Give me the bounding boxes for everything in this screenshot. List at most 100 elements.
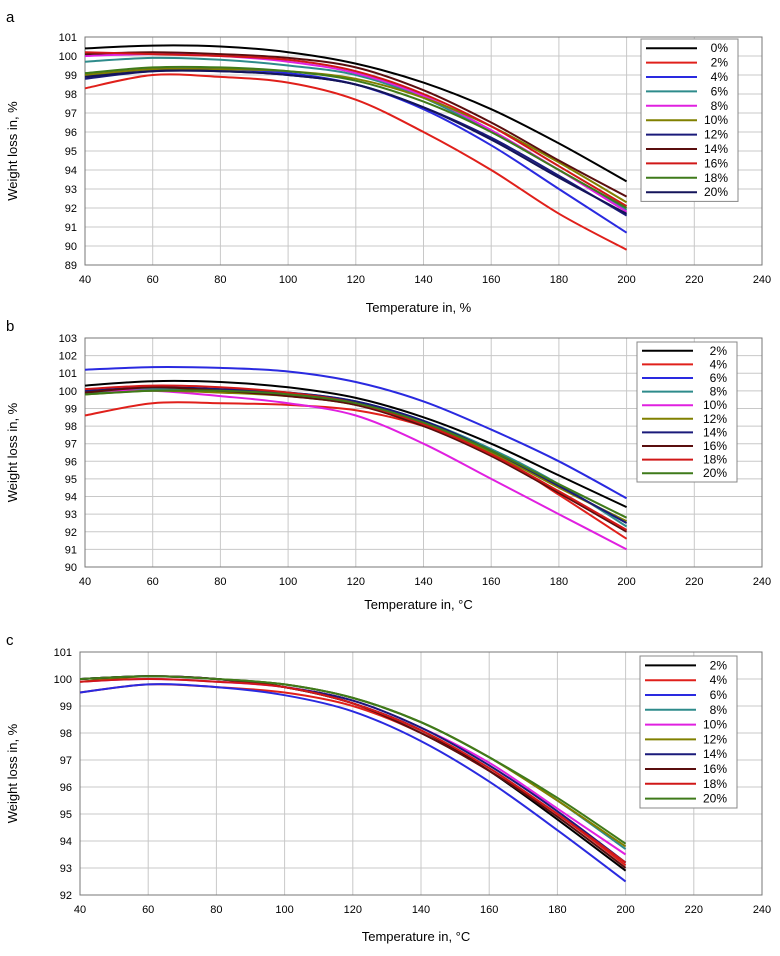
chart-panel-c: c 40 60 80 100 120 140 160 180 200 220 240 92 93 94 95 9… <box>5 632 771 944</box>
series-line-0pct <box>84 44 628 183</box>
y-tick-label: 90 <box>65 562 77 574</box>
x-tick-label: 80 <box>210 904 222 916</box>
y-tick-label: 94 <box>65 492 77 504</box>
legend-label: 14% <box>703 425 727 439</box>
x-tick-label: 140 <box>414 576 432 588</box>
y-tick-label: 99 <box>60 701 72 713</box>
legend-label: 6% <box>711 84 729 98</box>
y-tick-label: 96 <box>65 127 77 139</box>
x-tick-label: 140 <box>412 904 430 916</box>
series-line-18pct <box>84 65 628 209</box>
y-tick-label: 96 <box>60 782 72 794</box>
x-tick-label: 220 <box>685 576 703 588</box>
legend: 0%2%4%6%8%10%12%14%16%18%20% <box>640 38 739 202</box>
y-tick-label: 102 <box>59 351 77 363</box>
x-tick-label: 60 <box>147 274 159 286</box>
y-tick-label: 98 <box>60 728 72 740</box>
legend-label: 4% <box>710 357 728 371</box>
x-tick-label: 100 <box>275 904 293 916</box>
x-tick-label: 240 <box>753 576 771 588</box>
y-tick-label: 98 <box>65 89 77 101</box>
series-line-20pct <box>79 675 627 845</box>
legend-label: 14% <box>704 142 728 156</box>
x-tick-label: 120 <box>347 576 365 588</box>
legend-label: 18% <box>704 171 728 185</box>
y-tick-label: 97 <box>65 439 77 451</box>
y-tick-label: 90 <box>65 241 77 253</box>
chart-panel-a: a 40 60 80 100 120 140 160 180 200 220 240 89 90 91 92 9… <box>5 9 771 315</box>
x-tick-label: 180 <box>550 274 568 286</box>
y-tick-label: 91 <box>65 222 77 234</box>
x-tick-label: 120 <box>344 904 362 916</box>
y-tick-label: 92 <box>65 527 77 539</box>
y-axis-label: Weight loss in, % <box>5 101 20 201</box>
x-tick-label: 240 <box>753 274 771 286</box>
y-tick-label: 94 <box>60 836 72 848</box>
y-tick-label: 94 <box>65 165 77 177</box>
x-tick-label: 40 <box>79 274 91 286</box>
y-tick-label: 93 <box>60 863 72 875</box>
legend-label: 4% <box>711 70 729 84</box>
x-tick-label: 240 <box>753 904 771 916</box>
x-tick-label: 80 <box>214 274 226 286</box>
legend-label: 2% <box>710 344 728 358</box>
plot-frame <box>79 651 763 896</box>
y-tick-label: 101 <box>59 32 77 44</box>
y-tick-label: 99 <box>65 70 77 82</box>
y-tick-label: 98 <box>65 421 77 433</box>
legend: 2%4%6%8%10%12%14%16%18%20% <box>639 655 738 809</box>
legend-label: 4% <box>710 673 728 687</box>
y-tick-label: 89 <box>65 260 77 272</box>
series-line-18pct <box>79 678 627 864</box>
series-line-2pct <box>84 73 628 251</box>
panel-label: a <box>6 9 15 26</box>
y-tick-label: 100 <box>59 386 77 398</box>
x-tick-label: 180 <box>548 904 566 916</box>
y-tick-label: 95 <box>65 146 77 158</box>
series-line-14pct <box>84 51 628 198</box>
y-tick-label: 99 <box>65 403 77 415</box>
legend-label: 20% <box>703 466 727 480</box>
legend-label: 2% <box>711 56 729 70</box>
x-tick-label: 140 <box>414 274 432 286</box>
series-line-10pct <box>84 67 628 204</box>
x-axis-label: Temperature in, % <box>366 300 472 315</box>
series-line-16pct <box>84 51 628 207</box>
x-tick-label: 220 <box>685 274 703 286</box>
y-axis-label: Weight loss in, % <box>5 723 20 823</box>
y-tick-label: 97 <box>65 108 77 120</box>
series-line-6pct <box>79 683 627 883</box>
panel-label: c <box>6 632 14 649</box>
y-tick-label: 101 <box>59 368 77 380</box>
legend-label: 12% <box>703 412 727 426</box>
legend-box <box>639 655 738 809</box>
legend-label: 16% <box>703 439 727 453</box>
legend-label: 8% <box>710 385 728 399</box>
x-tick-label: 120 <box>347 274 365 286</box>
legend-label: 20% <box>704 185 728 199</box>
legend-label: 8% <box>711 99 729 113</box>
legend-label: 18% <box>703 453 727 467</box>
legend-label: 2% <box>710 658 728 672</box>
y-tick-label: 95 <box>60 809 72 821</box>
chart-panel-b: b 40 60 80 100 120 140 160 180 200 220 240 90 91 92 93 9… <box>5 318 771 612</box>
legend: 2%4%6%8%10%12%14%16%18%20% <box>636 341 738 483</box>
y-tick-label: 103 <box>59 333 77 345</box>
y-tick-label: 100 <box>59 51 77 63</box>
x-tick-label: 100 <box>279 576 297 588</box>
x-tick-label: 160 <box>480 904 498 916</box>
legend-label: 14% <box>703 747 727 761</box>
x-tick-label: 80 <box>214 576 226 588</box>
legend-label: 18% <box>703 777 727 791</box>
x-axis-label: Temperature in, °C <box>362 929 471 944</box>
y-tick-label: 91 <box>65 544 77 556</box>
legend-label: 16% <box>704 156 728 170</box>
plot-frame <box>84 36 763 266</box>
y-tick-label: 100 <box>54 674 72 686</box>
x-tick-label: 220 <box>685 904 703 916</box>
y-tick-label: 95 <box>65 474 77 486</box>
x-tick-label: 60 <box>147 576 159 588</box>
y-tick-label: 93 <box>65 509 77 521</box>
